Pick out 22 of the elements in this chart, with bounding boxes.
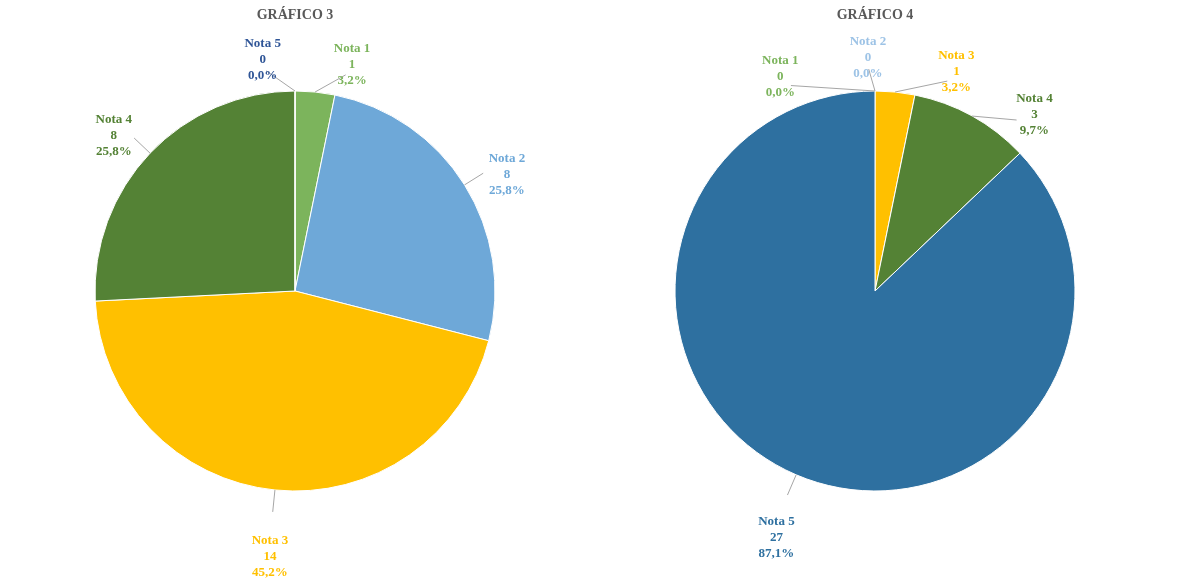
chart-title: GRÁFICO 3 xyxy=(256,6,334,22)
data-label: 14 45,2% xyxy=(252,547,288,579)
slice-label: Nota 2 xyxy=(488,150,526,166)
slice-label: Nota 3 xyxy=(251,531,289,547)
category-label: Nota 2 xyxy=(849,33,887,49)
slice-label: Nota 4 xyxy=(95,110,133,126)
data-label: 1 3,2% xyxy=(337,55,367,87)
data-label: 8 25,8% xyxy=(489,166,525,198)
slice-label: Nota 5 xyxy=(758,512,796,528)
data-label: 1 3,2% xyxy=(941,62,972,94)
data-label: 27 87,1% xyxy=(758,528,795,560)
slice-label: Nota 4 xyxy=(1016,90,1054,106)
category-label: Nota 5 xyxy=(244,35,281,51)
slice-label: Nota 3 xyxy=(938,46,976,62)
slice-label: Nota 1 xyxy=(333,39,371,55)
data-label: 3 9,7% xyxy=(1019,106,1050,138)
chart-title: GRÁFICO 4 xyxy=(836,6,914,22)
data-label: 8 25,8% xyxy=(95,126,132,158)
text: 0 0,0% xyxy=(765,67,795,99)
category-label: Nota 1 xyxy=(762,51,799,67)
text: 0 0,0% xyxy=(853,49,883,81)
text: 0 0,0% xyxy=(248,51,278,83)
